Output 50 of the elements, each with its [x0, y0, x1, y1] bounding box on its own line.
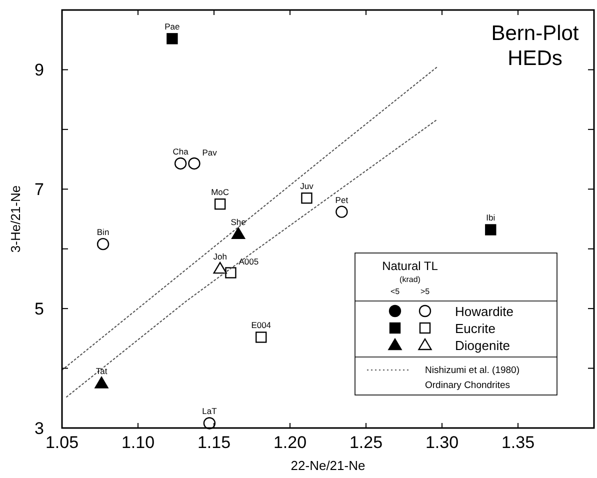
legend-label: Howardite [455, 304, 514, 319]
annotation: Cha [172, 146, 189, 156]
point [96, 238, 110, 250]
y-tick-label: 7 [34, 180, 44, 200]
x-axis-title: 22-Ne/21-Ne [290, 458, 366, 473]
annotation: Juv [300, 181, 314, 192]
x-tick-label: 1.15 [197, 433, 231, 452]
y-axis-title: 3-He/21-Ne [8, 185, 23, 253]
y-tick-label: 5 [34, 300, 44, 319]
point [174, 157, 187, 170]
annotation: Tat [96, 366, 108, 376]
x-tick-label: 1.05 [45, 433, 79, 452]
annotation: (krad) [400, 275, 421, 284]
annotation: E004 [251, 320, 272, 330]
annotation: Pet [335, 194, 349, 205]
point [213, 262, 227, 274]
text: Bern-Plot HEDs [491, 22, 579, 70]
legend-label: Diogenite [455, 338, 510, 353]
y-tick-label: 3 [34, 419, 44, 438]
x-tick-label: 1.35 [501, 433, 535, 452]
annotation: <5 [390, 287, 400, 296]
annotation: >5 [420, 287, 430, 296]
x-tick-label: 1.25 [349, 433, 383, 452]
y-tick-label: 9 [34, 60, 44, 80]
point [485, 224, 496, 236]
point [225, 267, 236, 278]
point [94, 376, 108, 388]
annotation: Pae [164, 22, 180, 32]
legend-title: Natural TL [382, 259, 438, 273]
point [166, 33, 178, 44]
x-tick-label: 1.20 [273, 433, 307, 452]
annotation: Bin [96, 227, 110, 238]
annotation: She [230, 216, 246, 227]
x-tick-label: 1.10 [121, 433, 155, 452]
point [203, 417, 216, 430]
annotation: LaT [202, 406, 217, 416]
legend-label: Eucrite [455, 321, 496, 336]
annotation: Pav [202, 147, 218, 158]
point [188, 157, 200, 170]
point [256, 332, 267, 343]
x-tick-label: 1.30 [425, 433, 459, 452]
annotation: A005 [238, 256, 259, 267]
point [214, 198, 226, 210]
legend-label: Nishizumi et al. (1980) Ordinary Chondrites [425, 365, 520, 391]
point [336, 206, 348, 218]
annotation: Joh [213, 252, 228, 262]
annotation: MoC [211, 187, 230, 198]
point [232, 227, 246, 240]
point [301, 192, 312, 204]
annotation: Ibi [486, 212, 496, 223]
